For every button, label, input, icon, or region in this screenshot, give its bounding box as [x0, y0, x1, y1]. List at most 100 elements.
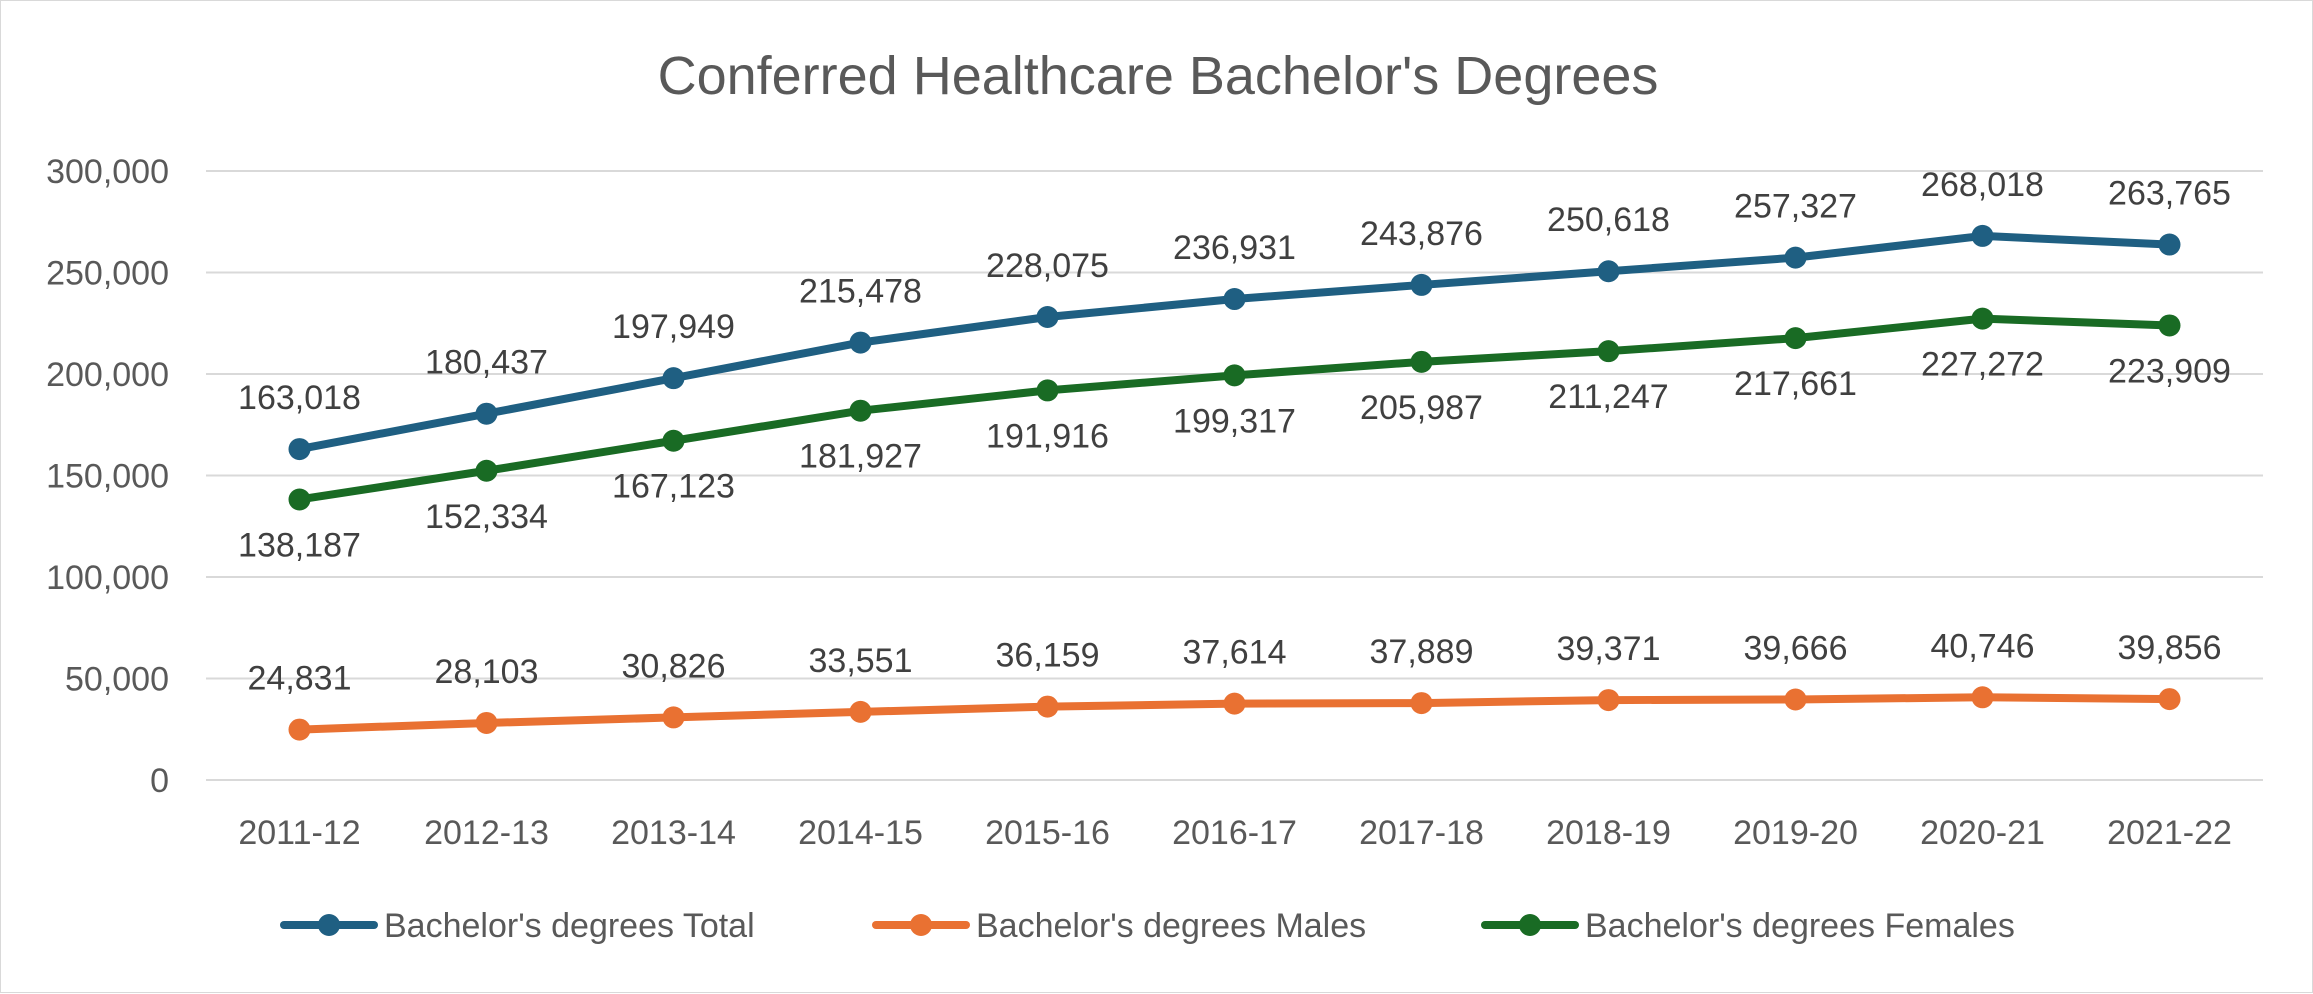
data-label: 257,327 [1734, 188, 1857, 226]
y-tick-label: 50,000 [65, 661, 169, 699]
data-label: 268,018 [1921, 166, 2044, 204]
data-point [1597, 689, 1620, 712]
x-tick-label: 2013-14 [611, 814, 736, 852]
data-label: 215,478 [799, 273, 922, 311]
data-label: 39,666 [1744, 629, 1848, 667]
data-point [1784, 246, 1807, 269]
data-point [662, 429, 685, 452]
x-tick-label: 2011-12 [238, 814, 360, 852]
chart-title: Conferred Healthcare Bachelor's Degrees [658, 46, 1659, 106]
legend-label: Bachelor's degrees Total [384, 907, 755, 945]
x-tick-label: 2014-15 [798, 814, 923, 852]
data-label: 250,618 [1547, 201, 1670, 239]
data-label: 205,987 [1360, 389, 1483, 427]
data-label: 263,765 [2108, 175, 2231, 213]
data-point [849, 700, 872, 723]
data-point [2158, 688, 2181, 711]
data-label: 243,876 [1360, 215, 1483, 253]
data-label: 24,831 [248, 660, 352, 698]
data-label: 191,916 [986, 417, 1109, 455]
x-tick-label: 2016-17 [1172, 814, 1297, 852]
data-point [1971, 224, 1994, 247]
series-bachelor-s-degrees-total [288, 224, 2181, 461]
legend: Bachelor's degrees Total Bachelor's degre… [280, 907, 2015, 945]
data-label: 163,018 [238, 379, 361, 417]
data-point [1036, 379, 1059, 402]
data-label: 228,075 [986, 247, 1109, 285]
series-bachelor-s-degrees-males [288, 686, 2181, 741]
data-point [1223, 288, 1246, 311]
legend-label: Bachelor's degrees Females [1585, 907, 2015, 945]
data-label: 37,614 [1183, 634, 1287, 672]
legend-item-bachelor-s-degrees-females: Bachelor's degrees Females [1481, 907, 2015, 945]
data-label: 227,272 [1921, 346, 2044, 384]
data-point [1036, 306, 1059, 329]
data-point [2158, 233, 2181, 256]
data-point [288, 438, 311, 461]
data-point [1410, 350, 1433, 373]
legend-item-bachelor-s-degrees-total: Bachelor's degrees Total [280, 907, 755, 945]
data-label: 181,927 [799, 438, 922, 476]
y-tick-label: 0 [150, 762, 169, 800]
x-tick-label: 2018-19 [1546, 814, 1671, 852]
data-label: 180,437 [425, 344, 548, 382]
x-tick-label: 2019-20 [1733, 814, 1858, 852]
data-label: 36,159 [996, 637, 1100, 675]
data-point [1410, 273, 1433, 296]
x-tick-label: 2021-22 [2107, 814, 2232, 852]
data-point [662, 706, 685, 729]
data-labels: 163,018 180,437 197,949 215,478 228,075 236,9… [238, 166, 2231, 698]
data-label: 211,247 [1548, 378, 1668, 416]
data-point [2158, 314, 2181, 337]
data-point [288, 488, 311, 511]
data-label: 199,317 [1173, 402, 1296, 440]
x-tick-label: 2015-16 [985, 814, 1110, 852]
data-point [1036, 695, 1059, 718]
legend-swatch-marker [1519, 914, 1541, 936]
data-label: 30,826 [622, 647, 726, 685]
data-point [1410, 692, 1433, 715]
x-tick-label: 2017-18 [1359, 814, 1484, 852]
data-point [849, 331, 872, 354]
data-point [849, 399, 872, 422]
legend-label: Bachelor's degrees Males [976, 907, 1366, 945]
y-tick-label: 150,000 [46, 458, 169, 496]
data-point [662, 367, 685, 390]
y-axis-tick-labels: 0 50,000 100,000 150,000 200,000 250,000 300,0… [46, 153, 169, 800]
data-point [1784, 327, 1807, 350]
y-tick-label: 300,000 [46, 153, 169, 191]
legend-swatch-marker [318, 914, 340, 936]
data-label: 37,889 [1370, 633, 1474, 671]
data-label: 167,123 [612, 468, 735, 506]
x-tick-label: 2020-21 [1920, 814, 2045, 852]
data-label: 236,931 [1173, 229, 1296, 267]
data-point [288, 718, 311, 741]
data-label: 152,334 [425, 498, 548, 536]
data-label: 138,187 [238, 526, 361, 564]
data-label: 39,856 [2118, 629, 2222, 667]
data-label: 40,746 [1931, 627, 2035, 665]
data-point [475, 459, 498, 482]
data-point [1784, 688, 1807, 711]
data-point [1597, 340, 1620, 363]
data-point [475, 402, 498, 425]
data-label: 39,371 [1557, 630, 1661, 668]
data-label: 223,909 [2108, 352, 2231, 390]
legend-swatch-marker [910, 914, 932, 936]
data-label: 197,949 [612, 308, 735, 346]
data-label: 217,661 [1734, 365, 1857, 403]
y-tick-label: 200,000 [46, 356, 169, 394]
data-point [1223, 692, 1246, 715]
data-label: 28,103 [435, 653, 539, 691]
x-tick-label: 2012-13 [424, 814, 549, 852]
data-label: 33,551 [809, 642, 913, 680]
y-tick-label: 100,000 [46, 559, 169, 597]
data-point [1971, 686, 1994, 709]
x-axis-tick-labels: 2011-12 2012-13 2013-14 2014-15 2015-16 2016-… [238, 814, 2232, 852]
data-point [1597, 260, 1620, 283]
data-point [475, 711, 498, 734]
series-bachelor-s-degrees-females [288, 307, 2181, 511]
y-tick-label: 250,000 [46, 255, 169, 293]
